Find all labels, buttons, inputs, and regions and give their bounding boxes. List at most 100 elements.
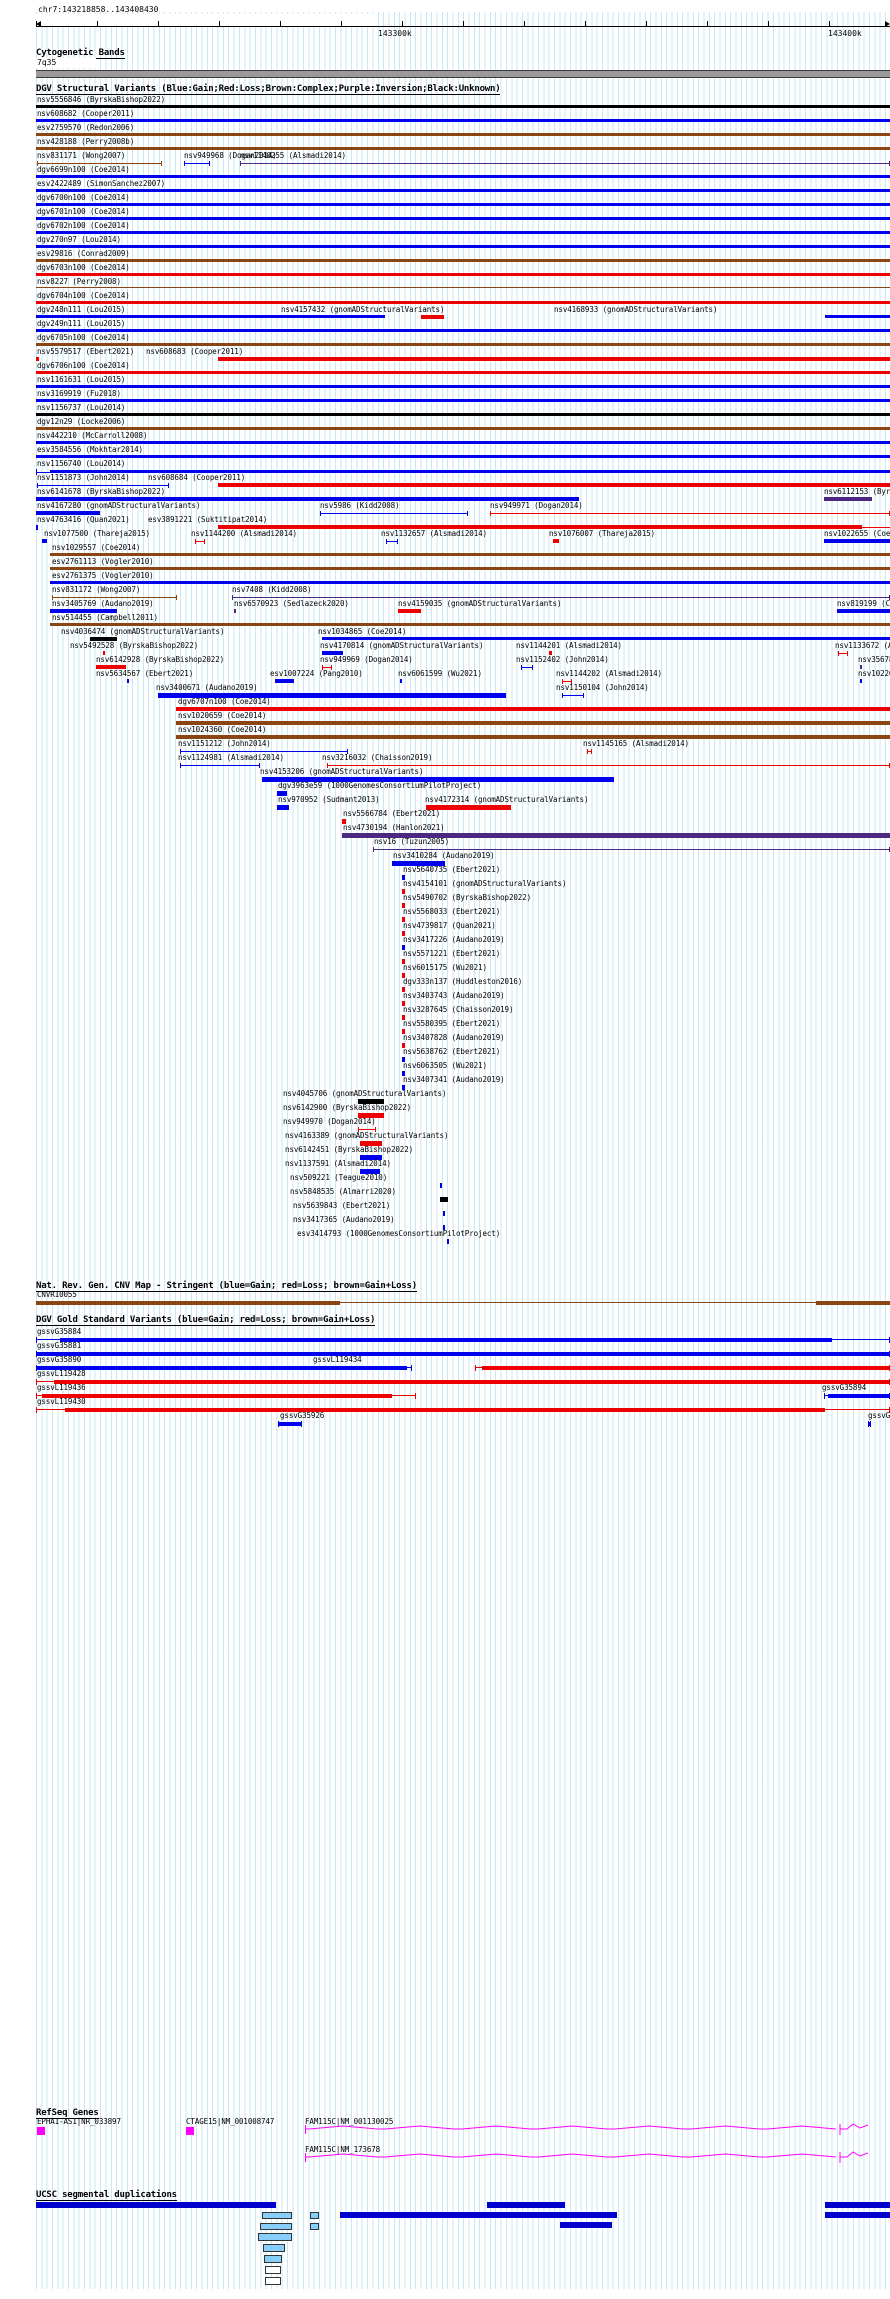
variant-bar[interactable] <box>234 609 236 613</box>
variant-bar[interactable] <box>402 889 405 894</box>
segmental-duplication-block[interactable] <box>310 2223 319 2230</box>
variant-line[interactable] <box>180 765 260 766</box>
gene-transcript-icon[interactable] <box>305 2123 870 2137</box>
segmental-duplication-block[interactable] <box>36 2202 276 2208</box>
variant-bar[interactable] <box>278 1422 302 1426</box>
variant-bar[interactable] <box>103 651 105 655</box>
variant-bar[interactable] <box>218 357 890 361</box>
variant-bar[interactable] <box>36 497 579 501</box>
variant-bar[interactable] <box>36 1301 340 1305</box>
variant-bar[interactable] <box>400 679 402 683</box>
variant-bar[interactable] <box>36 427 890 430</box>
variant-line[interactable] <box>490 513 890 514</box>
segmental-duplication-block[interactable] <box>265 2266 281 2274</box>
variant-bar[interactable] <box>402 903 405 908</box>
variant-bar[interactable] <box>482 1366 890 1370</box>
variant-bar[interactable] <box>443 1211 445 1216</box>
variant-line[interactable] <box>37 485 169 486</box>
variant-bar[interactable] <box>42 539 47 543</box>
variant-bar[interactable] <box>860 665 862 669</box>
variant-bar[interactable] <box>825 315 890 318</box>
variant-bar[interactable] <box>824 539 890 543</box>
variant-line[interactable] <box>180 751 348 752</box>
variant-bar[interactable] <box>36 105 890 108</box>
variant-bar[interactable] <box>36 217 890 220</box>
variant-bar[interactable] <box>36 371 890 374</box>
variant-bar[interactable] <box>402 1071 405 1076</box>
variant-bar[interactable] <box>50 609 117 613</box>
variant-bar[interactable] <box>36 441 890 444</box>
variant-bar[interactable] <box>36 147 890 150</box>
variant-line[interactable] <box>521 667 533 668</box>
variant-bar[interactable] <box>402 1085 405 1090</box>
gene-transcript-icon[interactable] <box>305 2151 870 2165</box>
variant-bar[interactable] <box>36 413 890 416</box>
variant-bar[interactable] <box>36 119 890 122</box>
segmental-duplication-block[interactable] <box>310 2212 319 2219</box>
variant-bar[interactable] <box>402 875 405 880</box>
variant-bar[interactable] <box>358 1099 384 1104</box>
variant-bar[interactable] <box>176 721 890 725</box>
variant-bar[interactable] <box>360 1155 382 1160</box>
variant-line[interactable] <box>327 765 890 766</box>
variant-bar[interactable] <box>398 609 421 613</box>
variant-bar[interactable] <box>36 329 890 332</box>
segmental-duplication-block[interactable] <box>560 2222 612 2228</box>
variant-line[interactable] <box>322 667 332 668</box>
variant-line[interactable] <box>184 163 210 164</box>
variant-bar[interactable] <box>36 343 890 346</box>
variant-bar[interactable] <box>402 1043 405 1048</box>
variant-bar[interactable] <box>158 693 506 698</box>
variant-bar[interactable] <box>816 1301 890 1305</box>
variant-bar[interactable] <box>860 679 862 683</box>
variant-bar[interactable] <box>402 973 405 978</box>
variant-bar[interactable] <box>868 1422 871 1426</box>
variant-bar[interactable] <box>440 1197 448 1202</box>
variant-bar[interactable] <box>36 511 100 515</box>
variant-bar[interactable] <box>402 917 405 922</box>
variant-bar[interactable] <box>36 301 890 304</box>
variant-bar[interactable] <box>36 1366 407 1370</box>
variant-bar[interactable] <box>36 399 890 402</box>
coordinate-ruler[interactable]: chr7:143218858..143408430 143300k 143400… <box>0 0 890 46</box>
segmental-duplication-block[interactable] <box>487 2202 565 2208</box>
variant-bar[interactable] <box>50 581 890 584</box>
variant-bar[interactable] <box>36 357 39 361</box>
variant-line[interactable] <box>562 695 584 696</box>
variant-bar[interactable] <box>262 777 614 782</box>
segmental-duplication-block[interactable] <box>265 2277 281 2285</box>
variant-bar[interactable] <box>176 735 890 739</box>
variant-bar[interactable] <box>36 133 890 136</box>
gene-block[interactable] <box>186 2127 194 2135</box>
variant-bar[interactable] <box>36 189 890 192</box>
variant-line[interactable] <box>838 653 848 654</box>
variant-bar[interactable] <box>36 385 890 388</box>
variant-bar[interactable] <box>50 567 890 570</box>
variant-bar[interactable] <box>360 1141 382 1146</box>
segmental-duplication-block[interactable] <box>263 2244 285 2252</box>
variant-bar[interactable] <box>402 931 405 936</box>
variant-bar[interactable] <box>65 1408 825 1412</box>
variant-bar[interactable] <box>402 1029 405 1034</box>
variant-bar[interactable] <box>277 805 289 810</box>
variant-bar[interactable] <box>402 1001 405 1006</box>
variant-bar[interactable] <box>60 1338 832 1342</box>
variant-line[interactable] <box>562 681 572 682</box>
segmental-duplication-block[interactable] <box>340 2212 617 2218</box>
variant-bar[interactable] <box>322 651 343 655</box>
variant-line[interactable] <box>240 163 890 164</box>
variant-bar[interactable] <box>36 175 890 178</box>
variant-bar[interactable] <box>218 525 862 529</box>
variant-bar[interactable] <box>36 455 890 458</box>
segmental-duplication-block[interactable] <box>825 2202 890 2208</box>
variant-line[interactable] <box>320 513 468 514</box>
variant-bar[interactable] <box>824 497 872 501</box>
variant-line[interactable] <box>587 751 592 752</box>
variant-bar[interactable] <box>36 231 890 234</box>
variant-line[interactable] <box>386 541 398 542</box>
variant-bar[interactable] <box>176 707 890 711</box>
variant-bar[interactable] <box>127 679 129 683</box>
variant-bar[interactable] <box>36 273 890 276</box>
variant-line[interactable] <box>195 541 205 542</box>
variant-bar[interactable] <box>50 470 890 473</box>
